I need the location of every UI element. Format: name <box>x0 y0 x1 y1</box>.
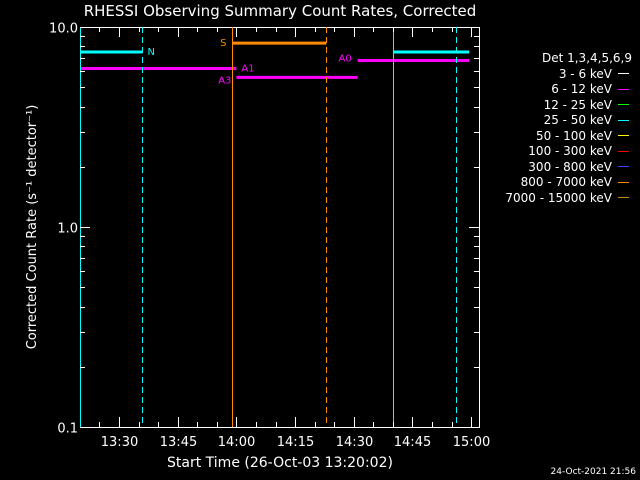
legend-entry-label: 100 - 300 keV <box>528 144 612 159</box>
x-tick-label: 15:00 <box>453 435 490 450</box>
x-tick-label: 14:30 <box>336 435 373 450</box>
x-tick-label: 14:00 <box>218 435 255 450</box>
x-tick-label: 13:30 <box>101 435 138 450</box>
legend-swatch <box>618 104 629 106</box>
legend-entry: 12 - 25 keV <box>500 97 632 113</box>
legend-swatch <box>618 181 629 183</box>
data-segments: N S A1 A3 A0 <box>80 38 470 86</box>
legend-entry-label: 25 - 50 keV <box>543 113 612 128</box>
y-axis-label: Corrected Count Rate (s⁻¹ detector⁻¹) <box>25 105 40 350</box>
x-axis-label: Start Time (26-Oct-03 13:20:02) <box>167 455 393 471</box>
legend-entry: 50 - 100 keV <box>500 128 632 144</box>
segment-label: S <box>220 38 226 49</box>
legend-entry: 3 - 6 keV <box>500 66 632 82</box>
legend-entry-label: 7000 - 15000 keV <box>505 190 612 205</box>
legend-entry-label: 3 - 6 keV <box>558 66 612 81</box>
chart-title: RHESSI Observing Summary Count Rates, Co… <box>84 2 477 20</box>
legend-entry: 7000 - 15000 keV <box>500 190 632 206</box>
axis-ticks: 13:30 13:45 14:00 14:15 14:30 14:45 15:00 0.1 1.… <box>49 22 490 451</box>
segment-label: A3 <box>218 75 231 86</box>
legend-entry: 800 - 7000 keV <box>500 175 632 191</box>
legend-entry-label: 300 - 800 keV <box>528 159 612 174</box>
time-markers <box>80 27 457 427</box>
y-tick-label: 1.0 <box>57 222 78 237</box>
y-tick-label: 10.0 <box>49 22 78 37</box>
legend-swatch <box>618 88 629 90</box>
legend-entry-label: 12 - 25 keV <box>543 97 612 112</box>
segment-label: N <box>147 47 154 58</box>
segment-label: A1 <box>241 64 254 75</box>
plot-frame <box>80 27 480 428</box>
legend-swatch <box>618 197 629 199</box>
x-tick-label: 14:45 <box>394 435 431 450</box>
legend-entry: 25 - 50 keV <box>500 113 632 129</box>
legend-entry-label: 800 - 7000 keV <box>520 175 612 190</box>
x-tick-label: 14:15 <box>277 435 314 450</box>
legend-swatch <box>618 135 629 137</box>
legend-swatch <box>618 150 629 152</box>
generation-timestamp: 24-Oct-2021 21:56 <box>550 467 636 477</box>
legend-entry: 300 - 800 keV <box>500 159 632 175</box>
legend-entry: 100 - 300 keV <box>500 144 632 160</box>
legend-title: Det 1,3,4,5,6,9 <box>541 51 632 65</box>
legend-entry: 6 - 12 keV <box>500 82 632 98</box>
legend-entry-label: 50 - 100 keV <box>535 128 612 143</box>
legend-swatch <box>618 119 629 121</box>
x-tick-label: 13:45 <box>160 435 197 450</box>
y-tick-label: 0.1 <box>57 422 78 437</box>
legend-swatch <box>618 166 629 168</box>
legend-swatch <box>618 73 629 75</box>
segment-label: A0 <box>338 53 351 64</box>
legend-entry-label: 6 - 12 keV <box>551 82 612 97</box>
legend: Det 1,3,4,5,6,9 3 - 6 keV 6 - 12 keV 12 - … <box>500 51 632 206</box>
